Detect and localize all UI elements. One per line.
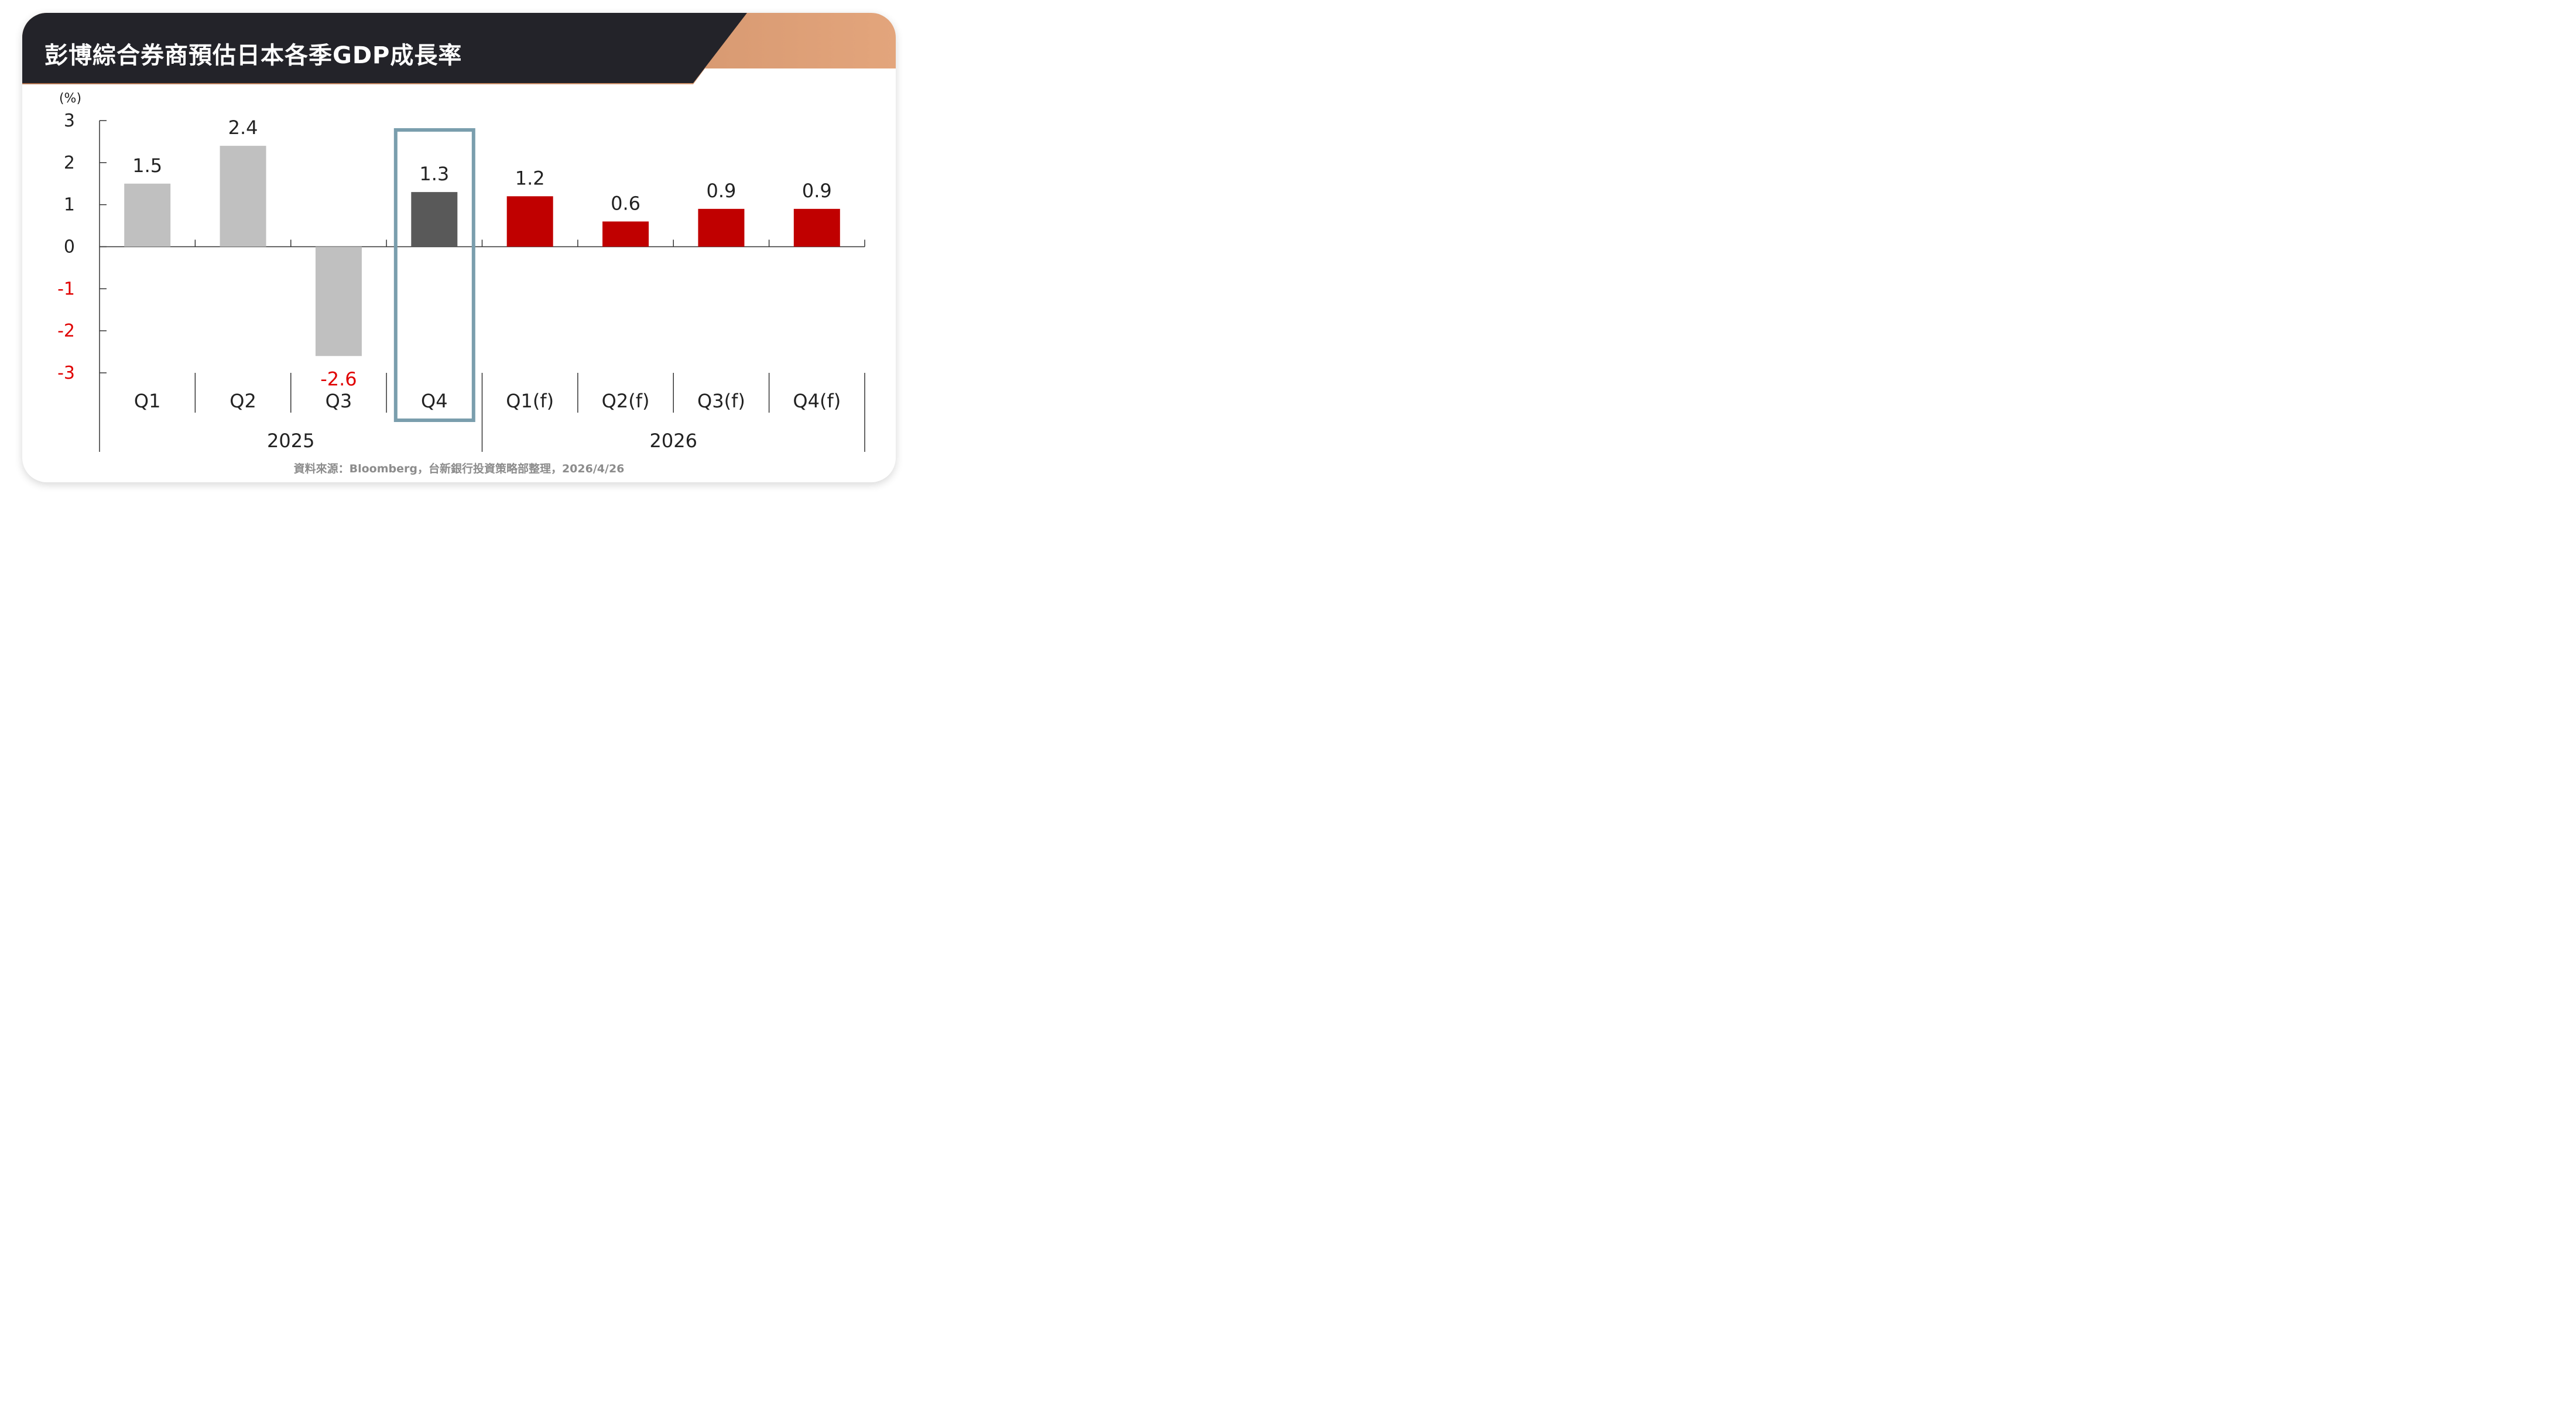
data-label: 0.9	[802, 180, 832, 202]
category-label: Q4(f)	[793, 390, 841, 412]
data-label: 1.2	[515, 167, 545, 189]
data-label: 1.3	[419, 163, 449, 185]
category-label: Q2(f)	[602, 390, 650, 412]
y-tick-label: 1	[64, 195, 75, 215]
y-tick-label: -3	[57, 363, 75, 383]
category-label: Q2	[229, 390, 256, 412]
data-label: 0.9	[706, 180, 736, 202]
y-tick-label: -1	[57, 279, 75, 299]
data-label: 0.6	[611, 192, 640, 214]
chart-title: 彭博綜合券商預估日本各季GDP成長率	[44, 42, 463, 69]
category-label: Q3	[326, 390, 352, 412]
year-label: 2025	[267, 430, 314, 452]
bar-q1	[124, 183, 171, 247]
bar-chart: (%) 3 2 1 0 -1 -2 -3 1.5 Q1 2.4 Q2 -2.6Q3 1.3 Q4 1.2 Q1…	[57, 91, 865, 452]
bars	[124, 146, 840, 356]
bar-q1f	[506, 196, 553, 247]
bar-q4	[411, 192, 458, 247]
data-label: 1.5	[132, 155, 162, 177]
y-tick-label: 3	[64, 111, 75, 131]
header-banner	[22, 13, 896, 84]
category-label: Q3(f)	[697, 390, 745, 412]
chart-card: 彭博綜合券商預估日本各季GDP成長率 (%) 3 2 1 0 -1 -2 -3 1.5 Q1 2.…	[22, 13, 896, 482]
y-axis-unit: (%)	[59, 91, 81, 106]
y-tick-label: 0	[64, 237, 75, 258]
y-tick-label: -2	[57, 321, 75, 341]
data-label: 2.4	[228, 116, 258, 139]
bar-q2	[220, 146, 266, 247]
header-notch	[693, 68, 896, 84]
bar-q2f	[602, 221, 649, 247]
source-note: 資料來源：Bloomberg，台新銀行投資策略部整理，2026/4/26	[293, 462, 625, 475]
category-label: Q4	[421, 390, 448, 412]
highlight-box	[393, 128, 475, 422]
bar-q3f	[698, 208, 745, 247]
labels: 1.5 Q1 2.4 Q2 -2.6Q3 1.3 Q4 1.2 Q1(f) 0.6 Q2(f) 0.9…	[132, 116, 841, 452]
y-tick-label: 2	[64, 153, 75, 173]
category-label: Q1(f)	[506, 390, 554, 412]
category-label: Q1	[134, 390, 161, 412]
axes: (%) 3 2 1 0 -1 -2 -3	[57, 91, 865, 452]
data-label: -2.6	[320, 368, 357, 390]
year-label: 2026	[650, 430, 697, 452]
bar-q4f	[793, 208, 840, 247]
bar-q3	[315, 246, 362, 356]
